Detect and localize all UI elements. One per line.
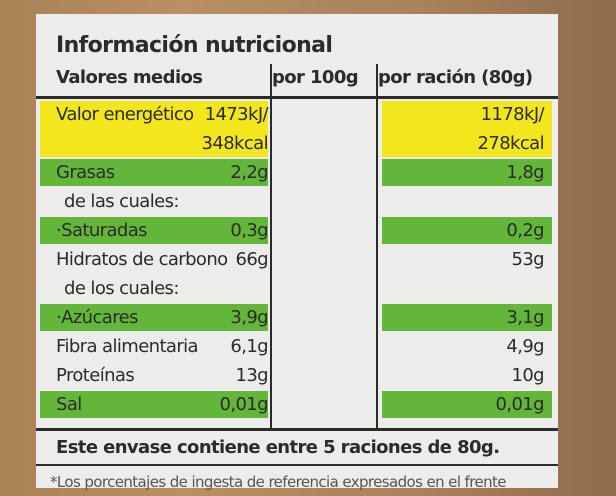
value: 0,01g (495, 394, 544, 415)
highlight (40, 101, 268, 157)
value: 53g (511, 249, 544, 270)
highlight (382, 101, 552, 157)
row-label: ·Azúcares (56, 307, 138, 328)
highlight (40, 304, 268, 331)
nutrition-label: Información nutricional Valores medios p… (36, 14, 558, 491)
highlight (40, 391, 268, 418)
row-label: de las cuales: (64, 191, 179, 212)
rule (36, 464, 558, 466)
value: 3,9g (230, 307, 268, 328)
value: 0,2g (506, 220, 544, 241)
row-label: Valor energético (56, 104, 194, 125)
column-divider (376, 64, 378, 430)
row-label: ·Saturadas (56, 220, 148, 241)
column-header: Valores medios (56, 67, 203, 88)
column-divider (270, 64, 272, 430)
value: 0,01g (219, 394, 268, 415)
title: Información nutricional (56, 33, 333, 58)
highlight (382, 304, 552, 331)
value: 278kcal (477, 133, 544, 154)
value: 1473kJ/ (204, 104, 269, 125)
highlight (40, 159, 268, 186)
row-label: Grasas (56, 162, 115, 183)
footer: Este envase contiene entre 5 raciones de… (56, 437, 500, 458)
highlight (40, 217, 268, 244)
value: 4,9g (506, 336, 544, 357)
value: 2,2g (230, 162, 268, 183)
rule (36, 428, 558, 431)
row-label: Hidratos de carbono (56, 249, 228, 270)
rule (36, 96, 558, 99)
value: 10g (511, 365, 544, 386)
row-label: Proteínas (56, 365, 135, 386)
value: 66g (235, 249, 268, 270)
highlight (382, 217, 552, 244)
value: 13g (235, 365, 268, 386)
highlight (382, 391, 552, 418)
row-label: de los cuales: (64, 278, 179, 299)
row-label: Fibra alimentaria (56, 336, 199, 357)
row-label: Sal (56, 394, 82, 415)
value: 3,1g (506, 307, 544, 328)
column-header: por 100g (272, 67, 359, 88)
value: 0,3g (230, 220, 268, 241)
note: *Los porcentajes de ingesta de referenci… (50, 473, 507, 491)
highlight (382, 159, 552, 186)
value: 348kcal (201, 133, 268, 154)
value: 6,1g (230, 336, 268, 357)
column-header: por ración (80g) (378, 67, 533, 88)
value: 1,8g (506, 162, 544, 183)
value: 1178kJ/ (480, 104, 545, 125)
